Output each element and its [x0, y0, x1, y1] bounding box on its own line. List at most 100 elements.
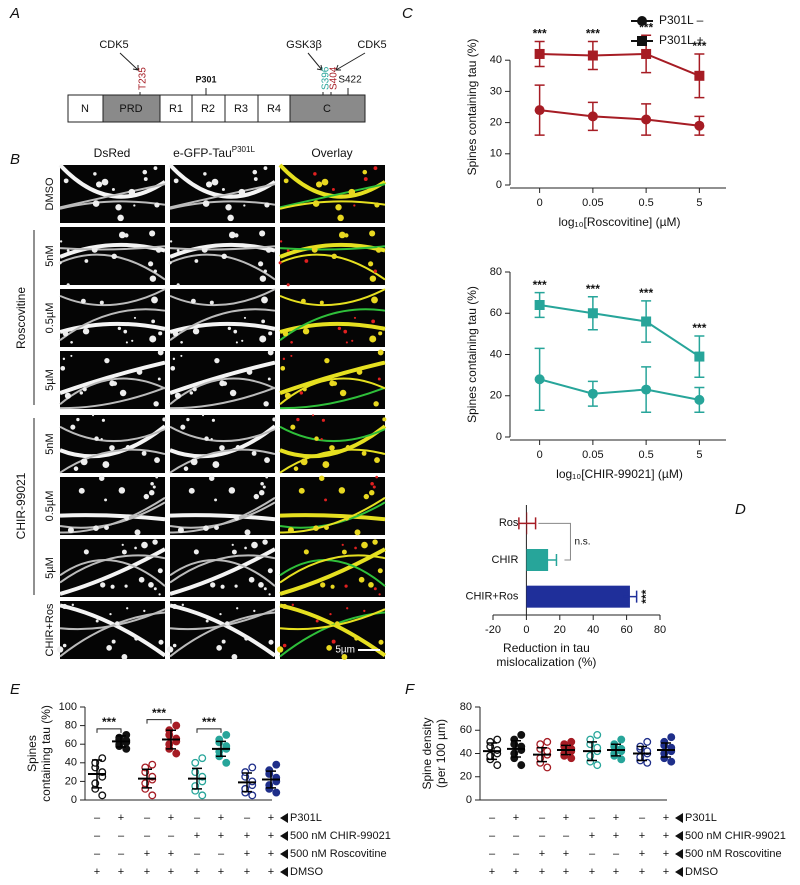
- spine: [382, 417, 387, 422]
- spine: [63, 178, 69, 184]
- spine: [221, 253, 227, 260]
- condition-cell: +: [539, 866, 545, 878]
- category-label: CHIR+Ros: [466, 591, 519, 603]
- condition-cell: +: [589, 830, 595, 842]
- spine: [100, 582, 106, 588]
- spine: [117, 214, 124, 222]
- spine: [112, 381, 118, 386]
- spine: [244, 529, 251, 536]
- bracket-label: ***: [102, 715, 116, 729]
- site-label: T235: [138, 67, 149, 90]
- spine: [189, 391, 194, 395]
- spine: [286, 249, 290, 252]
- condition-cell: +: [663, 830, 669, 842]
- dendrite: [279, 558, 386, 587]
- spine: [258, 582, 264, 588]
- y-tick-label: 10: [490, 148, 502, 160]
- marker: [534, 105, 545, 116]
- spine: [234, 515, 240, 521]
- spine: [321, 418, 325, 422]
- dendrite: [279, 513, 386, 522]
- kinase-label: CDK5: [357, 39, 386, 51]
- dendrite: [59, 558, 166, 587]
- spine: [231, 549, 237, 555]
- condition-cell: +: [639, 848, 645, 860]
- spine: [324, 525, 329, 530]
- dendrite: [169, 513, 276, 522]
- dendrite: [59, 321, 166, 334]
- column-header-text: e-GFP-Tau: [173, 146, 232, 160]
- spine: [329, 445, 335, 451]
- panel-letter: E: [10, 681, 21, 698]
- spine: [222, 381, 228, 386]
- spine: [93, 172, 97, 176]
- column-header-sup: P301L: [232, 145, 256, 154]
- spine: [344, 584, 348, 588]
- dendrite: [279, 608, 386, 631]
- spine: [373, 587, 377, 591]
- spine: [158, 331, 163, 336]
- annotation: ***: [692, 39, 706, 53]
- spine: [155, 475, 159, 479]
- data-point: [543, 737, 552, 746]
- row-label: 0.5µM: [44, 303, 56, 334]
- spine: [283, 178, 289, 184]
- data-point: [517, 730, 526, 739]
- spine: [166, 646, 174, 653]
- spine: [104, 498, 108, 502]
- spine: [321, 178, 329, 186]
- dendrite: [59, 288, 166, 307]
- group-label: Roscovitine: [14, 287, 28, 349]
- spine: [190, 298, 196, 304]
- condition-cell: +: [118, 812, 124, 824]
- spine: [260, 481, 264, 486]
- dendrite: [169, 425, 276, 443]
- condition-cell: +: [168, 848, 174, 860]
- condition-cell: +: [144, 848, 150, 860]
- spine: [315, 619, 319, 623]
- site-ticks: [139, 88, 349, 95]
- condition-arrow: [675, 867, 683, 877]
- spine: [155, 247, 162, 253]
- condition-cell: +: [639, 866, 645, 878]
- spine: [290, 354, 293, 357]
- dendrite: [279, 183, 386, 209]
- spine: [337, 326, 342, 331]
- spine: [149, 230, 156, 237]
- error-bar: [518, 517, 537, 530]
- spine: [291, 603, 294, 607]
- spine: [259, 275, 267, 282]
- dendrite: [279, 448, 386, 474]
- legend-marker: [637, 16, 647, 26]
- condition-label: DMSO: [685, 866, 718, 878]
- y-tick-label: 100: [59, 701, 77, 713]
- spine: [246, 369, 253, 375]
- condition-label: 500 nM CHIR-99021: [290, 830, 391, 842]
- condition-cell: –: [144, 830, 151, 842]
- spine: [369, 275, 377, 282]
- spine: [170, 365, 176, 371]
- spine: [235, 341, 238, 344]
- spine: [220, 584, 225, 589]
- spine: [111, 253, 117, 260]
- dendrite: [279, 288, 386, 307]
- condition-cell: +: [144, 866, 150, 878]
- annotation: ***: [533, 278, 547, 292]
- spine: [66, 283, 70, 287]
- data-point: [148, 791, 157, 800]
- dendrite: [169, 288, 276, 307]
- series-line: [539, 52, 700, 77]
- spine: [243, 316, 247, 319]
- spine: [134, 636, 139, 641]
- spine: [298, 487, 305, 494]
- spine: [335, 204, 342, 211]
- micrograph: [60, 477, 165, 535]
- spine: [261, 296, 268, 304]
- panel-letter: C: [402, 5, 413, 22]
- spine: [172, 603, 178, 609]
- spine: [300, 298, 306, 304]
- dendrite: [279, 200, 386, 210]
- spine: [121, 549, 127, 555]
- condition-cell: +: [168, 866, 174, 878]
